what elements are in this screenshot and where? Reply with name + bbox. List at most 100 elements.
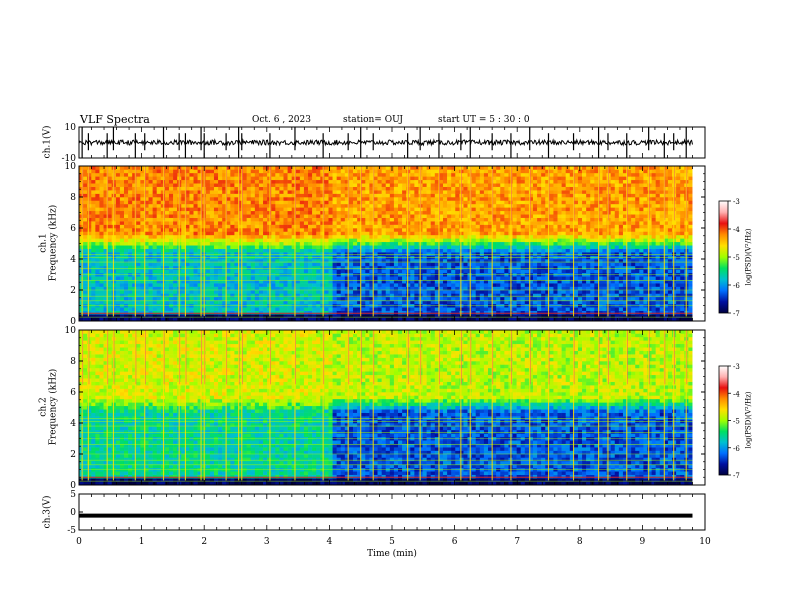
spectrogram-cell: [83, 203, 88, 208]
spectrogram-cell: [246, 296, 252, 301]
spectrogram-cell: [254, 276, 260, 280]
spectrogram-cell: [369, 166, 374, 170]
spectrogram-cell: [128, 279, 133, 284]
spectrogram-cell: [222, 252, 227, 256]
spectrogram-cell: [267, 186, 272, 191]
spectrogram-cell: [226, 183, 231, 187]
spectrogram-cell: [316, 169, 321, 174]
spectrogram-cell: [258, 262, 264, 267]
spectrogram-cell: [496, 214, 501, 218]
spectrogram-cell: [500, 290, 505, 294]
spectrogram-cell: [128, 293, 133, 298]
spectrogram-cell: [267, 279, 272, 284]
spectrogram-cell: [283, 228, 288, 232]
spectrogram-cell: [279, 296, 284, 301]
spectrogram-cell: [148, 224, 153, 229]
spectrogram-cell: [430, 190, 436, 194]
spectrogram-cell: [209, 248, 215, 253]
spectrogram-cell: [197, 224, 202, 229]
spectrogram-cell: [246, 252, 252, 256]
spectrogram-cell: [132, 248, 137, 253]
spectrogram-cell: [455, 172, 460, 177]
spectrogram-cell: [504, 286, 509, 291]
spectrogram-cell: [459, 317, 464, 321]
spectrogram-cell: [123, 293, 129, 298]
spectrogram-cell: [312, 224, 317, 229]
spectrogram-cell: [230, 234, 235, 239]
spectrogram-cell: [500, 200, 505, 205]
spectrogram-cell: [492, 252, 497, 256]
spectrogram-cell: [173, 265, 178, 270]
spectrogram-cell: [385, 262, 391, 267]
spectrogram-cell: [254, 224, 260, 229]
spectrogram-cell: [173, 300, 178, 305]
spectrogram-cell: [209, 279, 215, 284]
spectrogram-cell: [234, 210, 239, 215]
spectrogram-cell: [328, 307, 333, 311]
spectrogram-cell: [115, 279, 121, 284]
spectrogram-cell: [357, 234, 362, 239]
spectrogram-cell: [87, 176, 92, 181]
spectrogram-cell: [389, 238, 395, 243]
spectrogram-cell: [185, 245, 190, 249]
spectrogram-cell: [238, 231, 243, 236]
spectrogram-cell: [128, 207, 133, 212]
spectrogram-cell: [377, 279, 382, 284]
spectrogram-cell: [369, 262, 374, 267]
spectrogram-cell: [398, 169, 403, 174]
spectrogram-cell: [181, 259, 186, 263]
spectrogram-cell: [426, 166, 432, 170]
spectrogram-cell: [385, 210, 391, 215]
spectrogram-cell: [479, 231, 485, 236]
spectrogram-cell: [328, 224, 333, 229]
spectrogram-cell: [324, 234, 329, 239]
spectrogram-cell: [475, 179, 481, 184]
spectrogram-cell: [119, 286, 125, 291]
spectrogram-cell: [303, 224, 309, 229]
spectrogram-cell: [492, 314, 497, 318]
spectrogram-cell: [168, 238, 174, 243]
spectrogram-cell: [496, 193, 501, 198]
spectrogram-cell: [132, 190, 137, 194]
spectrogram-cell: [479, 276, 485, 280]
spectrogram-cell: [504, 279, 509, 284]
spectrogram-cell: [115, 203, 121, 208]
spectrogram-cell: [369, 234, 374, 239]
spectrogram-cell: [312, 283, 317, 287]
spectrogram-cell: [152, 259, 158, 263]
spectrogram-cell: [87, 190, 92, 194]
spectrogram-cell: [287, 207, 292, 212]
spectrogram-cell: [87, 241, 92, 246]
spectrogram-cell: [291, 176, 297, 181]
spectrogram-cell: [463, 269, 468, 274]
spectrogram-cell: [471, 262, 477, 267]
spectrogram-cell: [242, 217, 247, 222]
spectrogram-cell: [312, 172, 317, 177]
spectrogram-cell: [303, 307, 309, 311]
spectrogram-cell: [443, 200, 448, 205]
spectrogram-cell: [402, 265, 407, 270]
spectrogram-cell: [197, 317, 202, 321]
spectrogram-cell: [87, 238, 92, 243]
spectrogram-cell: [168, 310, 174, 315]
spectrogram-cell: [295, 197, 301, 201]
spectrogram-cell: [357, 169, 362, 174]
spectrogram-cell: [173, 310, 178, 315]
spectrogram-cell: [115, 166, 121, 170]
spectrogram-cell: [324, 286, 329, 291]
spectrogram-cell: [422, 269, 427, 274]
spectrogram-cell: [348, 317, 354, 321]
spectrogram-cell: [132, 179, 137, 184]
spectrogram-cell: [475, 283, 481, 287]
spectrogram-cell: [438, 210, 444, 215]
spectrogram-cell: [79, 166, 84, 170]
spectrogram-cell: [516, 238, 522, 243]
spectrogram-cell: [275, 172, 280, 177]
spectrogram-cell: [218, 210, 223, 215]
spectrogram-cell: [181, 245, 186, 249]
spectrogram-cell: [164, 259, 170, 263]
spectrogram-cell: [516, 269, 522, 274]
spectrogram-cell: [402, 224, 407, 229]
spectrogram-cell: [275, 183, 280, 187]
spectrogram-cell: [291, 269, 297, 274]
